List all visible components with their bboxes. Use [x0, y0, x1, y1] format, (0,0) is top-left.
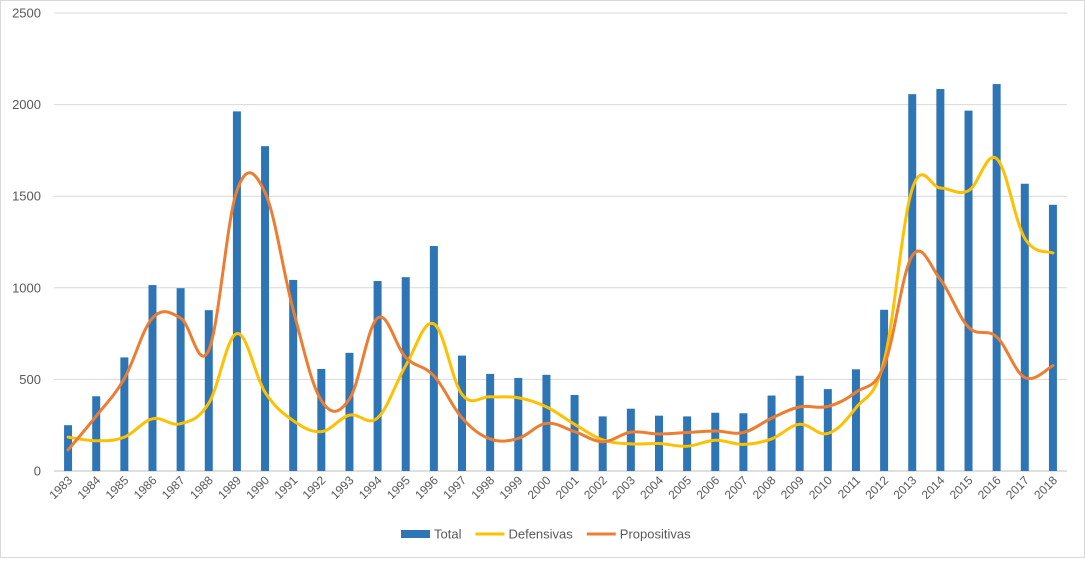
legend: Total Defensivas Propositivas [401, 527, 691, 542]
bar-total-1985 [120, 357, 129, 471]
bar-total-2011 [851, 369, 860, 471]
line-defensivas [66, 155, 1055, 448]
bar-total-2010 [823, 389, 832, 471]
y-tick-label: 2000 [12, 97, 41, 112]
bar-total-1989 [232, 111, 241, 471]
legend-item-total: Total [401, 527, 462, 542]
gridlines [54, 12, 1067, 472]
bar-total-2002 [598, 416, 607, 471]
y-tick-label: 1000 [12, 280, 41, 295]
bar-total-1996 [429, 246, 438, 471]
bar-total-2016 [992, 84, 1001, 471]
bar-total-2013 [908, 94, 917, 472]
bar-total-2005 [683, 416, 692, 471]
legend-label: Defensivas [508, 527, 573, 542]
bar-total-1991 [289, 279, 298, 471]
y-tick-label: 1500 [12, 189, 41, 204]
bar-total-1984 [92, 396, 101, 471]
y-tick-label: 0 [34, 464, 41, 479]
bar-total-2017 [1020, 183, 1029, 471]
bar-total-1999 [514, 377, 523, 471]
line-series [66, 155, 1055, 452]
legend-label: Total [434, 527, 462, 542]
bar-total-1994 [373, 281, 382, 471]
bar-total-1995 [401, 277, 410, 471]
bar-total-2003 [626, 408, 635, 471]
y-axis-ticks: 0 500 1000 1500 2000 2500 [12, 6, 41, 479]
bar-total-1987 [176, 288, 185, 471]
line-propositivas [66, 171, 1055, 452]
bar-total-2006 [711, 412, 720, 471]
bar-total-1998 [486, 373, 495, 471]
bar-total-1997 [458, 355, 467, 471]
bar-total-2018 [1048, 204, 1057, 471]
bar-total-2007 [739, 413, 748, 471]
legend-item-defensivas: Defensivas [475, 527, 573, 542]
legend-label: Propositivas [620, 527, 691, 542]
bar-total-2015 [964, 110, 973, 471]
bar-total-1990 [261, 146, 270, 471]
bar-total-2008 [767, 395, 776, 471]
legend-swatch [401, 530, 430, 538]
bar-total-1988 [204, 310, 213, 471]
bar-total-2012 [880, 309, 889, 471]
legend-item-propositivas: Propositivas [586, 527, 691, 542]
y-tick-label: 500 [19, 372, 41, 387]
bar-total-1986 [148, 285, 157, 471]
y-tick-label: 2500 [12, 6, 41, 21]
bar-total-1993 [345, 352, 354, 471]
bar-total-1992 [317, 368, 326, 471]
